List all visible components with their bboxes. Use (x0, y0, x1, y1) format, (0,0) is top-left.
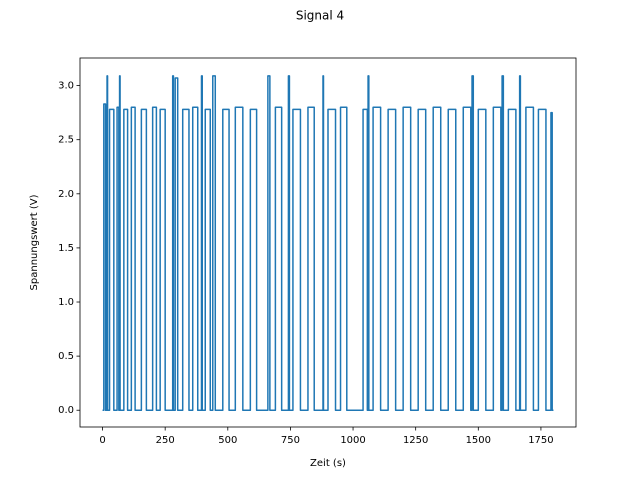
x-tick-label: 1500 (466, 435, 491, 446)
x-tick-label: 750 (281, 435, 300, 446)
y-axis-label: Spannungswert (V) (29, 194, 40, 290)
y-tick-label: 1.0 (58, 297, 74, 308)
plot-frame (79, 57, 577, 428)
x-tick-label: 500 (218, 435, 237, 446)
chart-title: Signal 4 (296, 9, 344, 23)
signal-line (102, 75, 554, 411)
x-tick-label: 1250 (403, 435, 428, 446)
x-tick-label: 1000 (340, 435, 365, 446)
y-tick-label: 1.5 (58, 243, 74, 254)
y-tick-label: 0.5 (58, 351, 74, 362)
x-tick-label: 0 (99, 435, 105, 446)
y-tick-label: 0.0 (58, 405, 74, 416)
y-tick-label: 2.5 (58, 135, 74, 146)
y-tick-label: 2.0 (58, 189, 74, 200)
y-tick-label: 3.0 (58, 81, 74, 92)
x-axis-label: Zeit (s) (310, 458, 346, 469)
x-tick-label: 1750 (528, 435, 553, 446)
x-tick-label: 250 (156, 435, 175, 446)
